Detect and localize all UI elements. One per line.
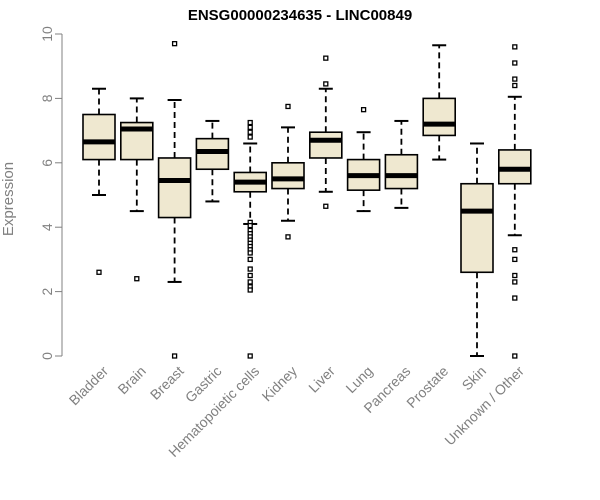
outlier-point (247, 119, 253, 126)
y-tick-label: 0 (39, 352, 55, 360)
outlier-point (512, 76, 518, 82)
outlier-point (247, 134, 253, 140)
box-6 (308, 55, 343, 209)
y-axis: 0 2 4 6 8 10 (39, 26, 63, 360)
outlier-point (512, 247, 518, 253)
box-1 (120, 97, 154, 282)
outlier-point (96, 269, 102, 275)
y-tick-label: 2 (39, 287, 55, 295)
box-10 (460, 142, 494, 357)
outlier-point (323, 203, 329, 209)
box-body (422, 97, 457, 137)
outlier-point (134, 276, 140, 282)
outlier-point (512, 279, 518, 285)
outlier-point (512, 44, 518, 50)
outlier-point (512, 295, 518, 301)
y-tick-label: 4 (39, 223, 55, 231)
outlier-point (323, 81, 329, 87)
outlier-point (171, 41, 178, 47)
outlier-point (512, 60, 518, 66)
outlier-point (247, 287, 253, 293)
box-0 (82, 87, 116, 275)
x-tick-label: Breast (147, 363, 187, 403)
outlier-point (247, 129, 253, 135)
box-3 (195, 119, 230, 203)
box-5 (271, 103, 305, 240)
y-axis-title: Expression (0, 162, 17, 236)
x-tick-label: Bladder (66, 363, 112, 409)
outlier-point (247, 256, 253, 263)
outlier-point (360, 107, 367, 113)
outlier-point (512, 256, 518, 263)
x-tick-label: Prostate (403, 363, 451, 411)
box-series (82, 41, 532, 359)
box-body (271, 162, 305, 190)
outlier-point (512, 82, 518, 89)
outlier-point (247, 353, 253, 359)
box-9 (422, 44, 457, 161)
outlier-point (247, 222, 253, 229)
box-body (460, 182, 494, 274)
box-body (82, 113, 116, 161)
y-tick-label: 6 (39, 159, 55, 167)
outlier-point (247, 272, 253, 279)
box-8 (384, 119, 419, 209)
y-tick-label: 10 (39, 26, 55, 42)
outlier-point (285, 103, 291, 110)
y-tick-label: 8 (39, 94, 55, 102)
box-body (157, 157, 192, 219)
outlier-point (512, 272, 518, 279)
outlier-point (247, 250, 253, 256)
x-tick-label: Liver (305, 363, 338, 396)
outlier-point (247, 279, 253, 285)
outlier-point (247, 124, 253, 131)
outlier-point (171, 353, 178, 359)
box-11 (497, 44, 532, 359)
outlier-point (512, 353, 518, 359)
chart-title: ENSG00000234635 - LINC00849 (187, 7, 413, 24)
x-tick-label: Skin (459, 363, 490, 394)
outlier-point (247, 266, 253, 272)
box-4 (233, 119, 267, 359)
box-body (308, 131, 343, 159)
outlier-point (323, 55, 329, 61)
box-2 (157, 41, 192, 359)
x-tick-label: Lung (342, 363, 375, 396)
x-tick-label: Kidney (259, 363, 301, 405)
box-body (384, 153, 419, 190)
outlier-point (285, 234, 291, 240)
box-7 (346, 107, 381, 213)
x-tick-label: Brain (114, 363, 148, 397)
